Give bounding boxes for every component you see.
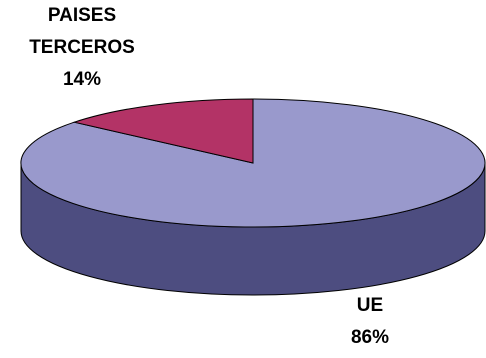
slice-label-ue: UE 86% <box>330 290 410 354</box>
slice-label-paises-terceros: PAISES TERCEROS 14% <box>0 0 164 96</box>
slice-label-line: PAISES <box>47 5 117 26</box>
pie-slice <box>72 98 254 164</box>
slice-label-line: TERCEROS <box>29 37 135 58</box>
slice-percent: 14% <box>62 69 102 90</box>
slice-label-line: UE <box>356 295 384 316</box>
pie-slice <box>20 98 486 228</box>
slice-percent: 86% <box>350 327 390 348</box>
